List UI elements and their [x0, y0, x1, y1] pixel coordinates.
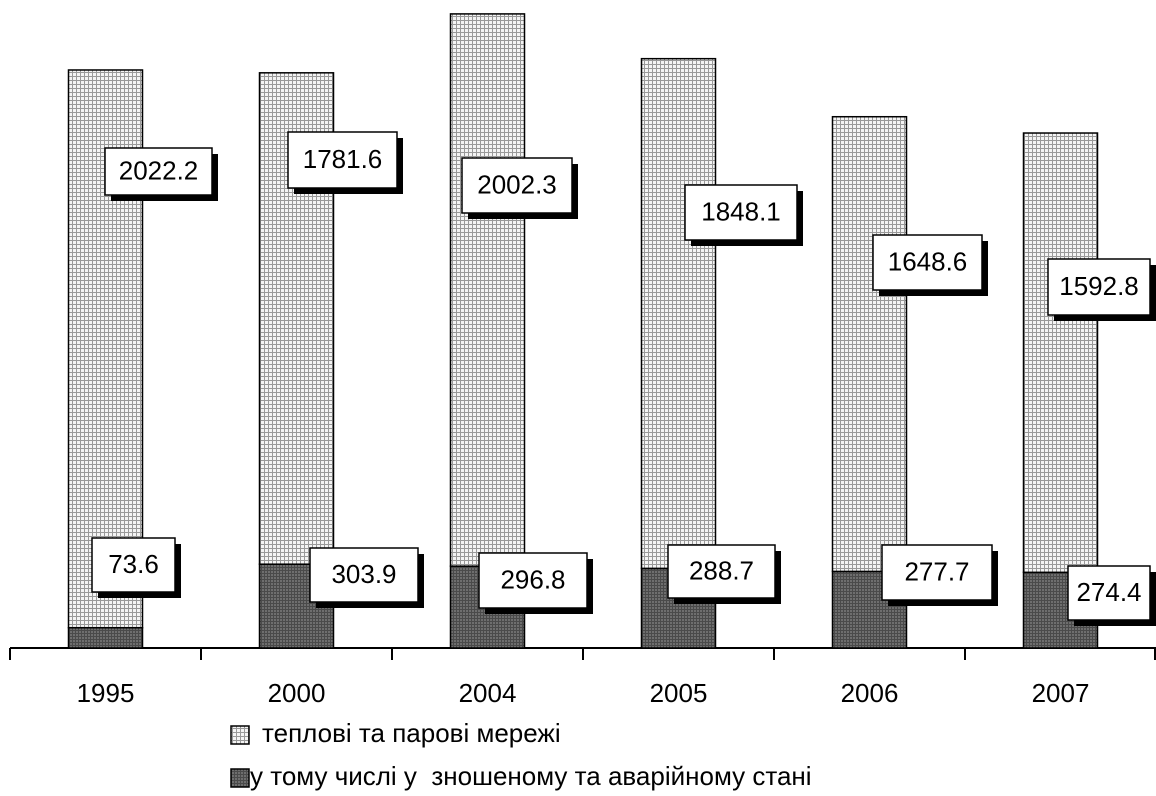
label-box	[881, 544, 993, 601]
label-box	[91, 537, 176, 593]
data-label: 1781.6	[303, 144, 383, 174]
bar	[1022, 132, 1099, 574]
x-tick-label: 2004	[459, 678, 517, 708]
data-label: 303.9	[331, 559, 396, 589]
label-box	[309, 547, 419, 603]
label-box	[1067, 565, 1151, 621]
legend-label: у тому числі у зношеному та аварійному с…	[250, 761, 812, 791]
data-label: 1848.1	[701, 196, 781, 226]
legend-swatch	[230, 725, 250, 745]
label-box	[872, 234, 983, 291]
x-tick-label: 2007	[1032, 678, 1090, 708]
label-box	[1047, 258, 1151, 316]
label-box	[684, 184, 798, 241]
x-tick-label: 2006	[841, 678, 899, 708]
data-label: 288.7	[689, 555, 754, 585]
x-tick-label: 2005	[650, 678, 708, 708]
data-label: 2002.3	[477, 169, 557, 199]
data-label: 73.6	[108, 549, 159, 579]
data-label: 296.8	[500, 564, 565, 594]
label-box	[667, 544, 776, 599]
label-box	[104, 147, 213, 196]
data-label: 2022.2	[119, 155, 199, 185]
legend-swatch	[230, 768, 250, 788]
label-box	[478, 552, 588, 609]
x-tick-label: 1995	[77, 678, 135, 708]
bar	[67, 626, 144, 649]
x-tick-label: 2000	[268, 678, 326, 708]
data-label: 1648.6	[888, 246, 968, 276]
legend-label: теплові та парові мережі	[262, 718, 561, 748]
data-label: 277.7	[904, 556, 969, 586]
label-box	[461, 157, 573, 214]
label-box	[287, 131, 398, 189]
bar	[449, 13, 526, 567]
data-label: 1592.8	[1059, 271, 1139, 301]
data-label: 274.4	[1076, 577, 1141, 607]
bar	[831, 115, 908, 573]
bar	[640, 57, 717, 570]
